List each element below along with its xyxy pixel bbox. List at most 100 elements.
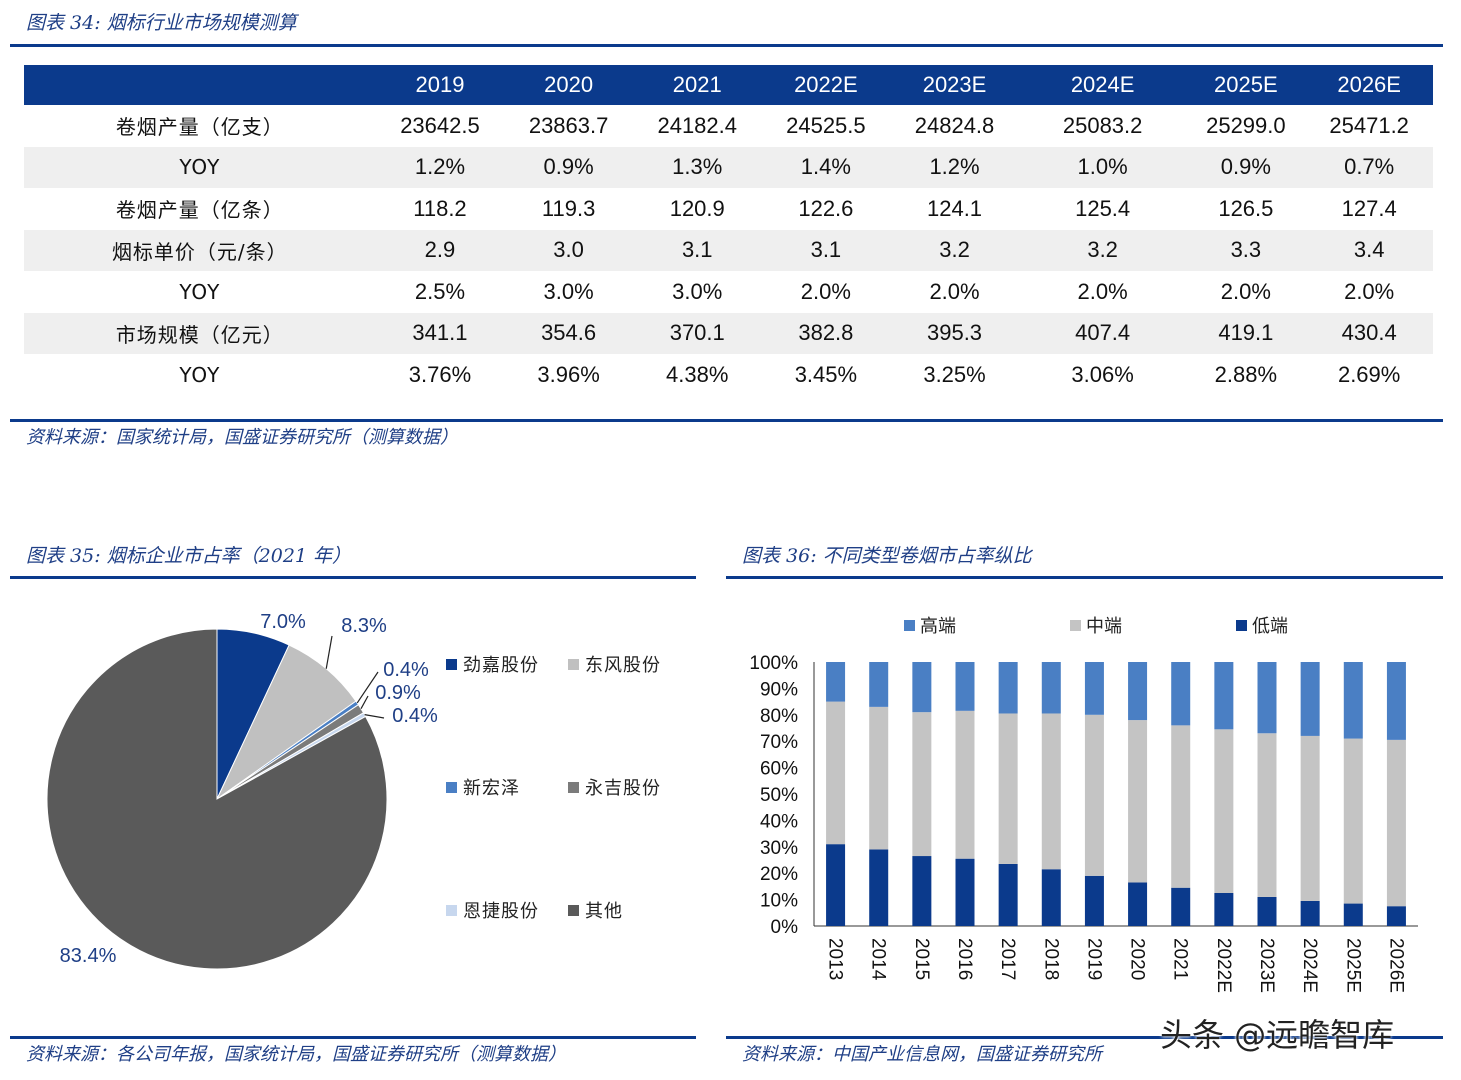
table-cell: 3.06% xyxy=(1071,361,1134,387)
y-tick-label: 80% xyxy=(760,706,798,727)
legend-item: 永吉股份 xyxy=(568,774,661,800)
bar-segment-高端 xyxy=(1343,662,1363,739)
table-cell: 23642.5 xyxy=(400,112,480,138)
y-tick-label: 60% xyxy=(760,759,798,780)
legend-label: 中端 xyxy=(1086,616,1122,636)
legend-swatch xyxy=(568,904,579,916)
y-tick-label: 20% xyxy=(760,864,798,885)
table-cell: 395.3 xyxy=(890,312,1019,354)
table-cell: 3.96% xyxy=(537,361,600,387)
bar-segment-低端 xyxy=(826,844,846,926)
legend-label: 低端 xyxy=(1252,616,1288,636)
bar-segment-低端 xyxy=(912,856,932,926)
bar-segment-高端 xyxy=(998,662,1018,714)
bar-segment-低端 xyxy=(1084,875,1104,926)
table-cell: 125.4 xyxy=(1075,195,1131,221)
pie-data-label: 83.4% xyxy=(60,945,117,967)
table-cell: 25083.2 xyxy=(1062,112,1143,138)
fig36-bottom-rule xyxy=(726,1036,1443,1039)
bar-segment-中端 xyxy=(1300,735,1320,901)
table-cell: 24182.4 xyxy=(657,112,737,138)
table-row: 烟标单价（元/条） 2.9 3.0 3.1 3.1 3.2 3.2 3.3 3.4 xyxy=(24,229,1433,271)
row-label: 烟标单价（元/条） xyxy=(24,229,376,271)
bar-segment-中端 xyxy=(1171,725,1191,888)
bar-segment-中端 xyxy=(1257,733,1277,897)
bar-segment-低端 xyxy=(1257,896,1277,926)
table-cell: 2.88% xyxy=(1214,361,1278,387)
bar-segment-高端 xyxy=(1041,662,1061,714)
legend-swatch xyxy=(568,781,579,793)
table-cell: 382.8 xyxy=(761,312,891,354)
watermark: 头条 @远瞻智库 xyxy=(1160,1016,1395,1054)
bar-segment-高端 xyxy=(1171,662,1191,726)
bar-segment-中端 xyxy=(912,712,932,857)
table-cell: 2.5% xyxy=(414,278,466,304)
x-tick-label: 2019 xyxy=(1083,938,1104,980)
table-row: 卷烟产量（亿支） 23642.5 23863.7 24182.4 24525.5 2482… xyxy=(24,105,1433,147)
table-cell: 120.9 xyxy=(669,195,725,221)
table-cell: 3.4 xyxy=(1305,229,1433,271)
bar-segment-中端 xyxy=(955,710,975,859)
table-cell: 23863.7 xyxy=(528,112,609,138)
pie-slice xyxy=(46,628,388,970)
bar-segment-低端 xyxy=(1041,869,1061,926)
bar-segment-中端 xyxy=(1214,729,1234,893)
bar-segment-高端 xyxy=(1257,662,1277,734)
table-cell: 2.69% xyxy=(1337,361,1401,387)
table-header-cell: 2024E xyxy=(1018,65,1187,105)
y-tick-label: 10% xyxy=(760,891,798,912)
pie-leader-line xyxy=(356,671,379,704)
table-header-blank xyxy=(24,65,376,105)
legend-swatch xyxy=(1070,620,1081,631)
table-cell: 1.2% xyxy=(890,146,1019,188)
legend-item: 新宏泽 xyxy=(446,774,520,800)
x-tick-label: 2017 xyxy=(997,938,1018,980)
table-cell: 341.1 xyxy=(375,312,505,354)
legend-item: 其他 xyxy=(568,897,623,923)
table-row: YOY 3.76% 3.96% 4.38% 3.45% 3.25% 3.06% 2.88% 2.… xyxy=(24,354,1433,396)
table-header-cell: 2025E xyxy=(1186,65,1306,105)
table-cell: 3.1 xyxy=(632,229,762,271)
table-cell: 0.9% xyxy=(504,146,633,188)
row-label: 卷烟产量（亿条） xyxy=(115,198,284,223)
legend-label: 高端 xyxy=(920,616,956,636)
y-tick-label: 0% xyxy=(771,917,799,938)
table-cell: 24824.8 xyxy=(914,112,995,138)
y-tick-label: 90% xyxy=(760,679,798,700)
legend-item: 恩捷股份 xyxy=(446,897,539,923)
bar-segment-高端 xyxy=(1128,662,1148,721)
pie-data-label: 8.3% xyxy=(341,615,387,637)
table-cell: 124.1 xyxy=(926,195,983,221)
fig36-source: 资料来源：中国产业信息网，国盛证券研究所 xyxy=(742,1044,1102,1065)
x-tick-label: 2014 xyxy=(868,938,889,981)
table-cell: 0.9% xyxy=(1186,146,1306,188)
table-cell: 370.1 xyxy=(632,312,762,354)
legend-label: 新宏泽 xyxy=(463,778,520,799)
bar-segment-低端 xyxy=(1171,887,1191,926)
table-cell: 407.4 xyxy=(1018,312,1187,354)
table-header-cell: 2020 xyxy=(504,65,633,105)
bar-segment-高端 xyxy=(1084,662,1104,715)
table-cell: 3.2 xyxy=(1018,229,1187,271)
table-cell: 3.0 xyxy=(504,229,633,271)
table-header-row: 2019 2020 2021 2022E 2023E 2024E 2025E 2026E xyxy=(24,65,1433,105)
legend-label: 其他 xyxy=(585,901,623,922)
table-cell: 3.76% xyxy=(408,361,472,387)
table-cell: 419.1 xyxy=(1186,312,1306,354)
bar-segment-低端 xyxy=(1343,903,1363,926)
bar-segment-中端 xyxy=(1084,714,1104,876)
pie-data-label: 7.0% xyxy=(260,611,306,633)
y-tick-label: 30% xyxy=(760,838,798,859)
table-cell: 3.45% xyxy=(794,361,858,387)
row-label: YOY xyxy=(24,146,376,188)
row-label: YOY xyxy=(179,279,221,304)
table-cell: 2.0% xyxy=(1220,278,1271,304)
x-tick-label: 2026E xyxy=(1385,938,1406,993)
bar-segment-低端 xyxy=(1300,900,1320,926)
bar-segment-低端 xyxy=(869,849,889,926)
table-cell: 430.4 xyxy=(1305,312,1433,354)
fig36-top-rule xyxy=(726,576,1443,579)
table-cell: 122.6 xyxy=(798,195,854,221)
table-row: 卷烟产量（亿条） 118.2 119.3 120.9 122.6 124.1 125.4 12… xyxy=(24,188,1433,230)
bar-segment-低端 xyxy=(955,858,975,926)
